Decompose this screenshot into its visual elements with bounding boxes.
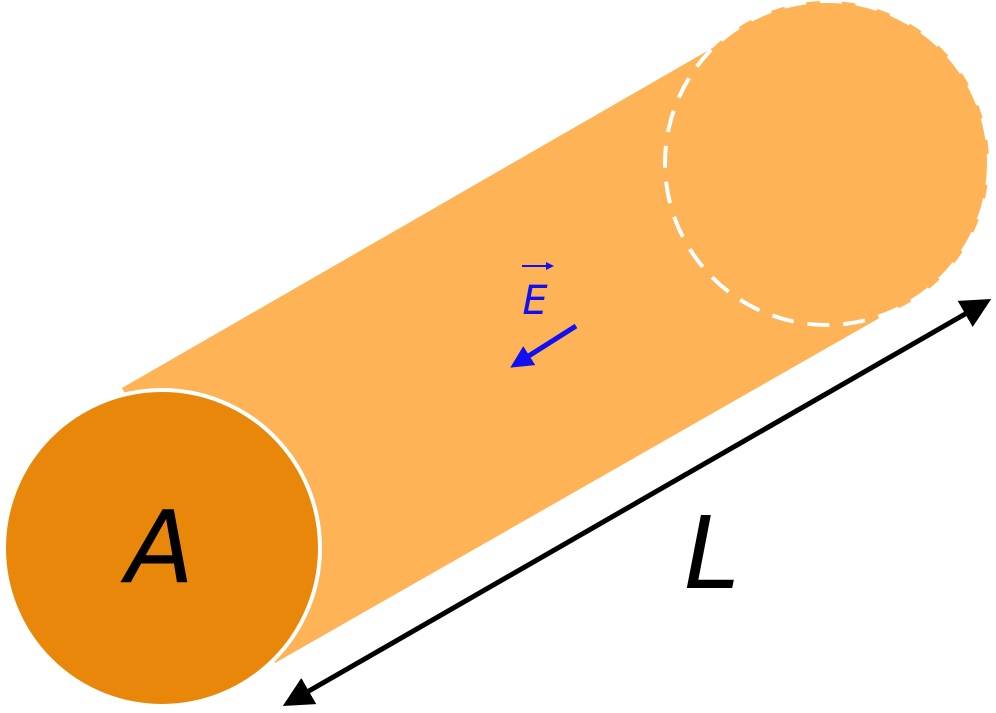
field-vector-overbar-head	[546, 262, 554, 270]
back-face	[665, 1, 989, 325]
face-label: A	[120, 489, 194, 606]
length-dimension-arrow	[282, 299, 992, 706]
length-label: L	[684, 495, 740, 612]
field-label: E	[522, 278, 548, 324]
